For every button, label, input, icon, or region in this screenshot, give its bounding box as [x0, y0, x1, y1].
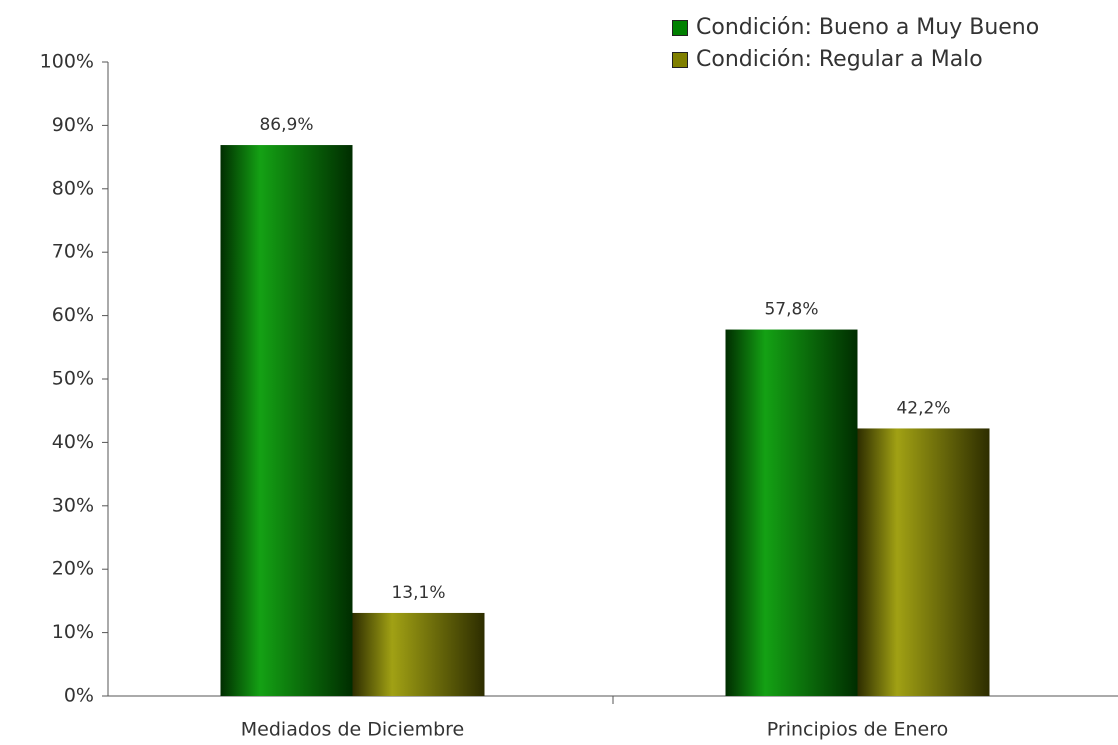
legend: Condición: Bueno a Muy Bueno Condición: R… — [672, 14, 1102, 78]
y-tick-label: 0% — [64, 685, 94, 707]
y-tick-label: 20% — [52, 558, 94, 580]
y-tick-label: 70% — [52, 241, 94, 263]
y-tick-label: 50% — [52, 368, 94, 390]
legend-item: Condición: Regular a Malo — [672, 46, 1102, 74]
bar — [725, 329, 858, 696]
legend-swatch — [672, 20, 688, 36]
legend-label: Condición: Regular a Malo — [696, 47, 983, 72]
y-tick-label: 90% — [52, 114, 94, 136]
y-tick-label: 100% — [40, 51, 94, 73]
bar — [857, 428, 990, 696]
x-tick-label: Mediados de Diciembre — [241, 719, 464, 741]
y-tick-label: 40% — [52, 431, 94, 453]
value-label: 86,9% — [259, 115, 313, 135]
value-label: 13,1% — [391, 583, 445, 603]
legend-label: Condición: Bueno a Muy Bueno — [696, 15, 1040, 40]
legend-swatch — [672, 52, 688, 68]
bar — [352, 612, 485, 696]
x-tick-label: Principios de Enero — [767, 719, 948, 741]
legend-item: Condición: Bueno a Muy Bueno — [672, 14, 1102, 42]
value-label: 42,2% — [896, 398, 950, 418]
y-tick-label: 80% — [52, 177, 94, 199]
y-tick-label: 60% — [52, 304, 94, 326]
y-tick-label: 10% — [52, 621, 94, 643]
y-tick-label: 30% — [52, 494, 94, 516]
bar — [220, 145, 353, 696]
value-label: 57,8% — [764, 300, 818, 320]
